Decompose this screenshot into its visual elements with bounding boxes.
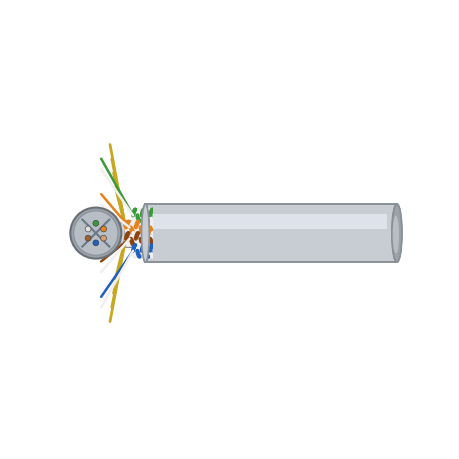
- Bar: [145, 205, 396, 263]
- Ellipse shape: [391, 205, 401, 263]
- Circle shape: [101, 227, 106, 232]
- Bar: [145, 205, 396, 263]
- Ellipse shape: [141, 205, 149, 263]
- Circle shape: [70, 208, 121, 259]
- Bar: [122, 220, 149, 247]
- Ellipse shape: [391, 205, 401, 263]
- Circle shape: [101, 236, 106, 241]
- Circle shape: [93, 221, 99, 227]
- Bar: [153, 206, 390, 262]
- Circle shape: [93, 241, 99, 246]
- Bar: [149, 215, 389, 229]
- Ellipse shape: [392, 216, 398, 254]
- Bar: [153, 215, 386, 229]
- Ellipse shape: [144, 220, 150, 247]
- Ellipse shape: [120, 220, 124, 247]
- Ellipse shape: [141, 205, 149, 263]
- Circle shape: [85, 227, 91, 232]
- Ellipse shape: [392, 216, 398, 254]
- Circle shape: [73, 212, 118, 256]
- Circle shape: [85, 236, 91, 241]
